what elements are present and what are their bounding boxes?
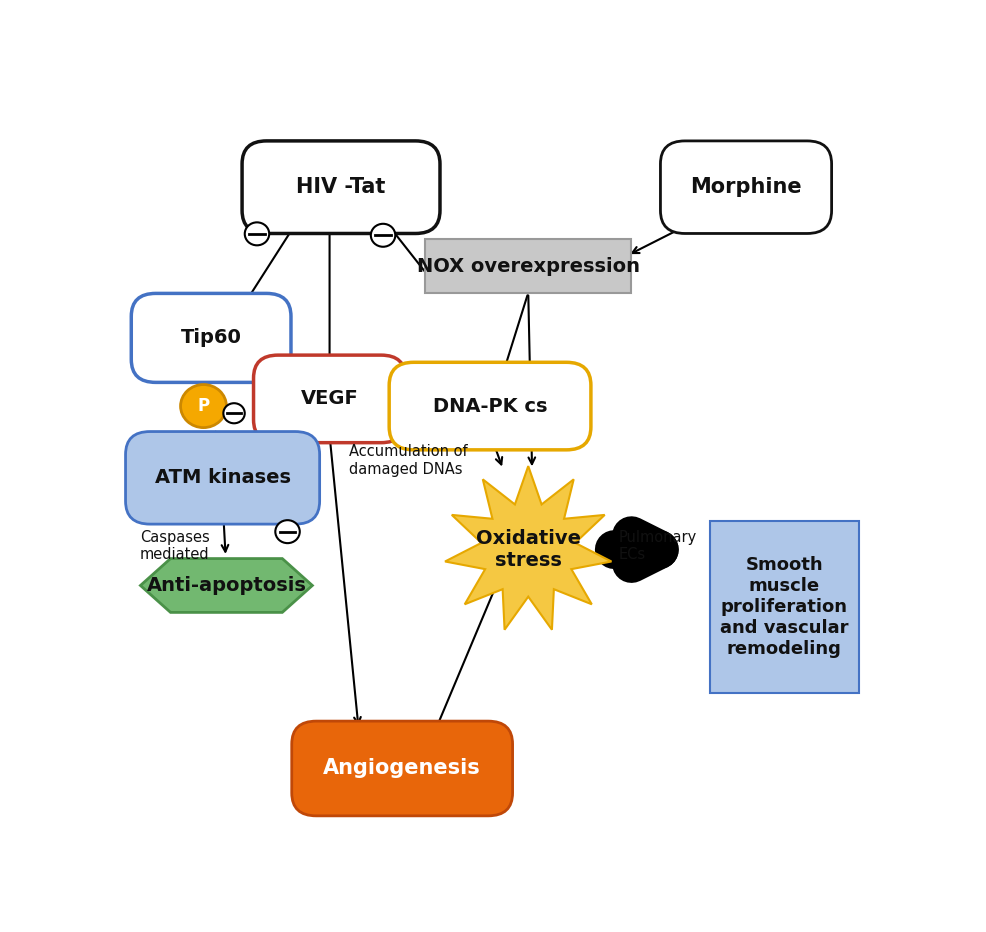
FancyBboxPatch shape	[710, 521, 859, 693]
FancyBboxPatch shape	[425, 240, 631, 293]
Text: Morphine: Morphine	[690, 177, 802, 198]
Circle shape	[371, 224, 395, 247]
Circle shape	[245, 223, 269, 245]
Circle shape	[224, 404, 245, 423]
Text: Caspases
mediated: Caspases mediated	[140, 529, 210, 562]
Circle shape	[180, 385, 227, 428]
Text: HIV -Tat: HIV -Tat	[297, 177, 386, 198]
Text: Anti-apoptosis: Anti-apoptosis	[147, 576, 307, 595]
Text: DNA-PK cs: DNA-PK cs	[433, 397, 547, 416]
Text: Smooth
muscle
proliferation
and vascular
remodeling: Smooth muscle proliferation and vascular…	[720, 556, 849, 658]
Text: Tip60: Tip60	[180, 328, 242, 348]
FancyBboxPatch shape	[292, 721, 513, 816]
Text: Oxidative
stress: Oxidative stress	[476, 529, 581, 570]
FancyBboxPatch shape	[131, 294, 291, 382]
FancyBboxPatch shape	[243, 141, 440, 234]
Text: P: P	[197, 397, 210, 415]
FancyBboxPatch shape	[125, 432, 319, 524]
Text: ATM kinases: ATM kinases	[155, 469, 291, 487]
Text: Angiogenesis: Angiogenesis	[323, 759, 481, 778]
FancyBboxPatch shape	[661, 141, 831, 234]
FancyBboxPatch shape	[389, 363, 591, 450]
Text: VEGF: VEGF	[301, 390, 359, 408]
Polygon shape	[445, 466, 611, 630]
Text: NOX overexpression: NOX overexpression	[417, 256, 640, 276]
Polygon shape	[140, 558, 313, 612]
FancyBboxPatch shape	[253, 355, 405, 443]
Text: Accumulation of
damaged DNAs: Accumulation of damaged DNAs	[349, 445, 467, 476]
Text: Pulmonary
ECs: Pulmonary ECs	[618, 529, 697, 562]
Circle shape	[275, 520, 300, 543]
